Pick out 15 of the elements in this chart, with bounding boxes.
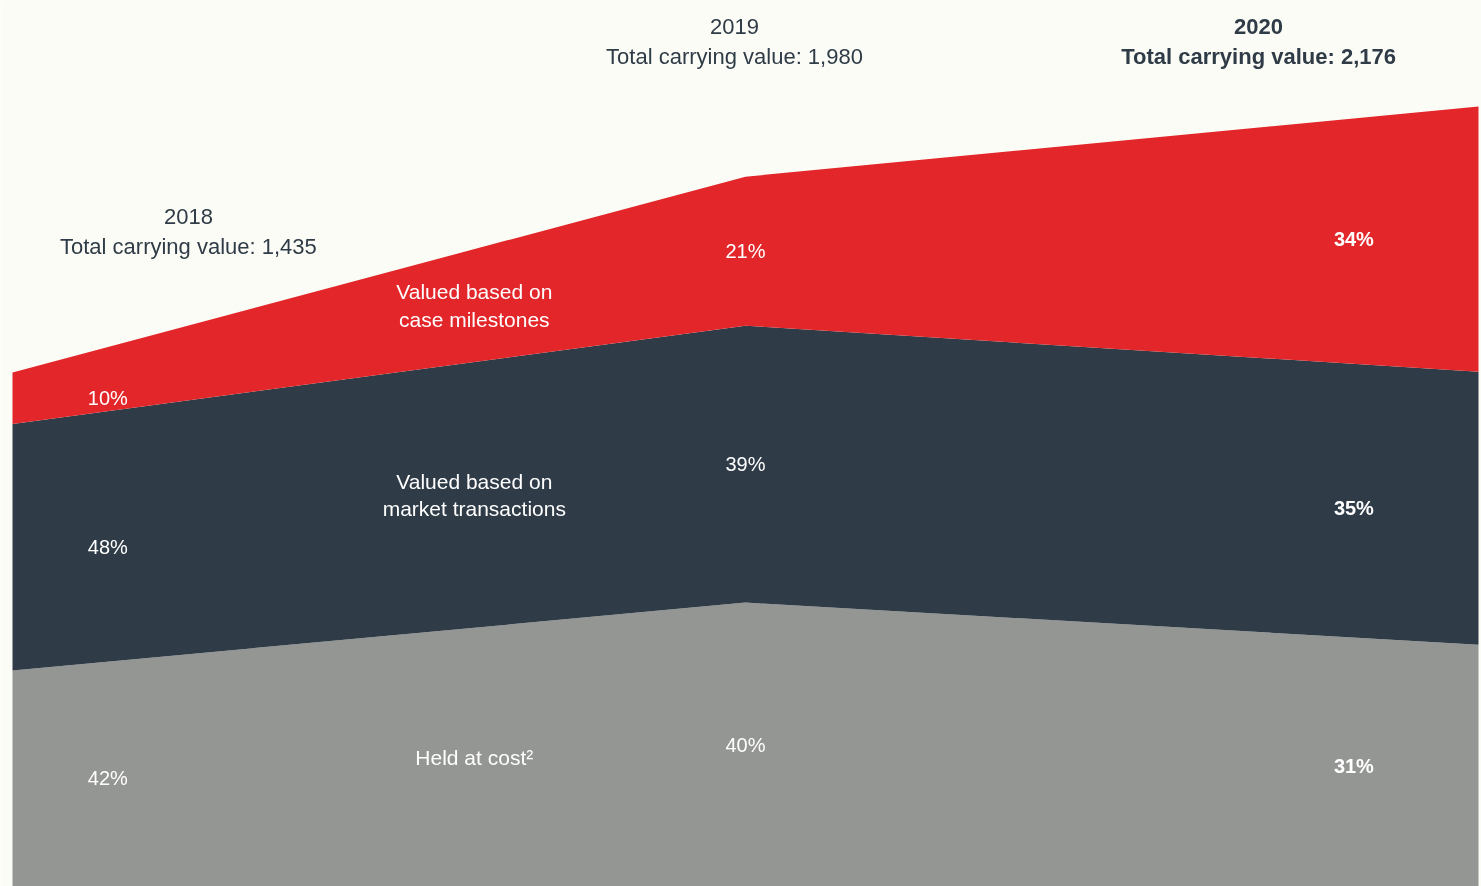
annotation: 35% [1333, 497, 1375, 520]
annotation: 34% [1333, 228, 1375, 251]
text: 2019 Total carrying value: 1,980 [606, 13, 863, 69]
series-label: Held at cost² [415, 745, 534, 769]
annotation: 21% [725, 240, 766, 263]
series-label: Valued based on case milestones [396, 280, 553, 331]
annotation: 31% [1333, 754, 1375, 777]
annotation: 42% [87, 767, 129, 790]
annotation: 40% [725, 733, 766, 756]
series-label: Valued based on market transactions [382, 469, 566, 521]
annotation: 10% [87, 387, 129, 410]
annotation: 2018 Total carrying value: 1,435 [60, 204, 317, 260]
annotation: 48% [87, 536, 129, 559]
text: 2020 Total carrying value: 2,176 [1121, 13, 1396, 69]
annotation: 39% [725, 453, 766, 476]
